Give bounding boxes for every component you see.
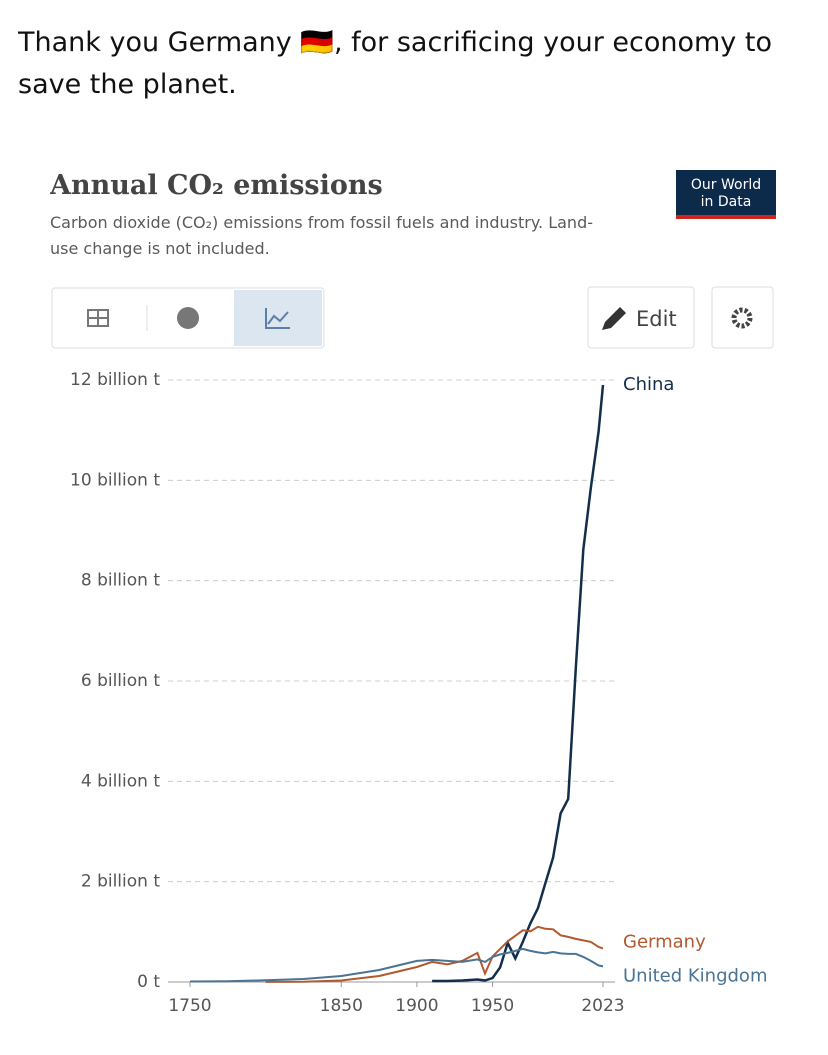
chart-title: Annual CO₂ emissions: [50, 170, 383, 201]
plot: 0 t 2 billion t 4 billion t 6 billion t 8 bi…: [70, 370, 767, 1016]
post-text: Thank you Germany 🇩🇪, for sacrificing yo…: [18, 27, 772, 100]
pencil-icon: [602, 307, 626, 330]
y-tick-label: 4 billion t: [81, 771, 160, 791]
y-tick-label: 10 billion t: [70, 470, 160, 490]
logo-bar: [676, 215, 776, 219]
chart-subtitle: Carbon dioxide (CO₂) emissions from foss…: [50, 213, 593, 258]
view-tabs: [51, 287, 325, 349]
x-tick-label: 2023: [581, 996, 624, 1016]
chart-icon[interactable]: [265, 308, 290, 329]
series-line: [432, 384, 605, 983]
edit-button[interactable]: Edit: [587, 286, 695, 349]
x-tick-label: 1750: [168, 996, 211, 1016]
x-tick-label: 1950: [471, 996, 514, 1016]
y-tick-label: 2 billion t: [81, 872, 160, 892]
map-icon[interactable]: [177, 307, 199, 329]
logo-text: in Data: [701, 194, 752, 210]
settings-frame[interactable]: [711, 286, 774, 349]
gear-icon: [731, 307, 753, 329]
series-label: Germany: [623, 931, 706, 952]
y-tick-label: 8 billion t: [81, 571, 160, 591]
edit-label[interactable]: Edit: [636, 307, 677, 331]
series-label: United Kingdom: [623, 965, 767, 986]
tab-active[interactable]: [234, 290, 322, 346]
y-tick-label: 6 billion t: [81, 671, 160, 691]
logo-text: Our World: [691, 177, 761, 193]
y-tick-label: 0 t: [137, 972, 160, 992]
series-line: [189, 947, 604, 983]
subtitle-box: Carbon dioxide (CO₂) emissions from foss…: [50, 213, 593, 258]
chart-icon-line: [267, 311, 289, 325]
title-box: Annual CO₂ emissions: [50, 170, 383, 201]
x-tick-label: 1850: [320, 996, 363, 1016]
series-line: [265, 925, 604, 983]
logo-bg: [676, 170, 776, 218]
edit-frame[interactable]: [587, 286, 695, 349]
post-text-box: Thank you Germany 🇩🇪, for sacrificing yo…: [18, 27, 772, 100]
logo: Our World in Data: [676, 170, 776, 219]
y-tick-label: 12 billion t: [70, 370, 160, 390]
table-icon[interactable]: [87, 309, 109, 327]
settings-button[interactable]: [711, 286, 774, 349]
series-label: China: [623, 374, 674, 395]
x-tick-label: 1900: [395, 996, 438, 1016]
